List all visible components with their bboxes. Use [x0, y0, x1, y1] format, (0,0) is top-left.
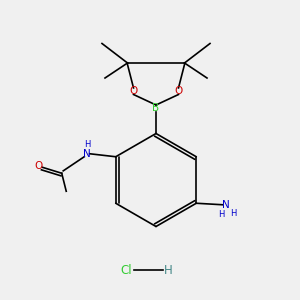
Text: N: N [83, 149, 91, 159]
Text: N: N [222, 200, 230, 210]
Text: O: O [129, 86, 138, 97]
Text: B: B [152, 103, 160, 113]
Text: H: H [231, 209, 237, 218]
Text: O: O [174, 86, 183, 97]
Text: O: O [34, 161, 43, 171]
Text: H: H [219, 210, 225, 219]
Text: H: H [84, 140, 91, 148]
Text: H: H [164, 263, 172, 277]
Text: Cl: Cl [120, 263, 132, 277]
